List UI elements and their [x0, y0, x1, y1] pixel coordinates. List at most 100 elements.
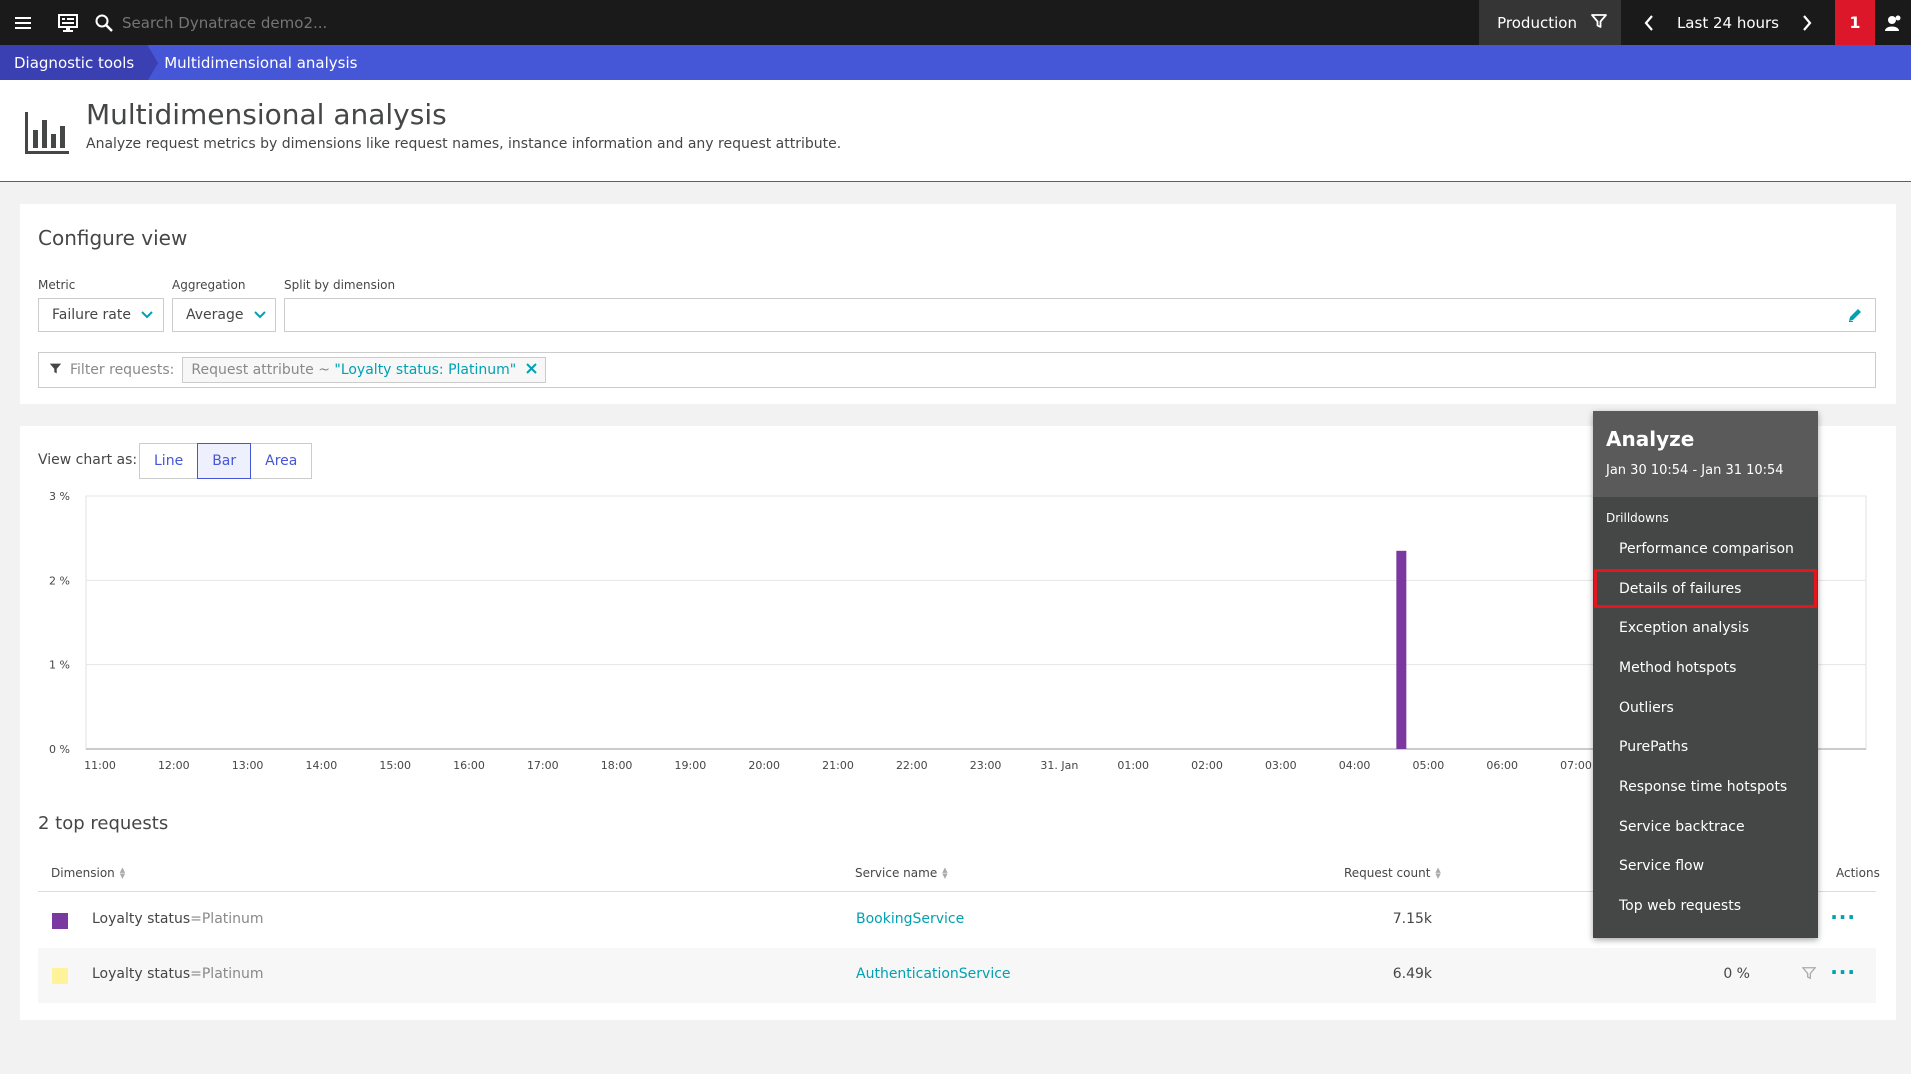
menu-item-performance-comparison[interactable]: Performance comparison: [1619, 540, 1794, 557]
chart-type-area-button[interactable]: Area: [250, 443, 313, 479]
column-header-request-count[interactable]: Request count ▲ ▼: [1344, 866, 1441, 880]
search-input[interactable]: [122, 13, 482, 32]
sort-icon: ▲ ▼: [119, 866, 126, 880]
x-tick-label: 05:00: [1413, 759, 1445, 772]
chart-type-bar-button[interactable]: Bar: [197, 443, 252, 479]
x-tick-label: 20:00: [748, 759, 780, 772]
y-tick-label: 0 %: [49, 743, 70, 756]
column-header-label: Service name: [855, 866, 938, 880]
dimension-key: Loyalty status: [92, 911, 191, 927]
breadcrumb: Diagnostic tools Multidimensional analys…: [0, 45, 1911, 80]
page-subtitle: Analyze request metrics by dimensions li…: [86, 136, 842, 152]
dimension-equals: =: [190, 966, 202, 982]
column-header-dimension[interactable]: Dimension ▲ ▼: [51, 866, 125, 880]
x-tick-label: 04:00: [1339, 759, 1371, 772]
service-link[interactable]: AuthenticationService: [856, 966, 1011, 982]
filter-icon: [1591, 13, 1607, 33]
analyze-menu-header: Analyze Jan 30 10:54 - Jan 31 10:54: [1593, 411, 1818, 497]
analyze-menu-range: Jan 30 10:54 - Jan 31 10:54: [1606, 463, 1784, 478]
search-box: [90, 0, 1479, 45]
x-tick-label: 21:00: [822, 759, 854, 772]
split-dimension-input[interactable]: [284, 298, 1876, 332]
failure-rate-chart[interactable]: 3 % 2 % 1 % 0 % 11:00 12:00 13:00 14:00 15:00 16:…: [20, 484, 1896, 804]
metric-select[interactable]: Failure rate: [38, 298, 164, 332]
aggregation-value: Average: [186, 307, 244, 323]
menu-item-response-time-hotspots[interactable]: Response time hotspots: [1619, 778, 1788, 795]
sort-icon: ▲ ▼: [942, 866, 948, 880]
chart-type-toggle: Line Bar Area: [139, 443, 313, 479]
breadcrumb-separator: [148, 45, 159, 80]
request-count: 7.15k: [1392, 911, 1432, 927]
chart-type-line-button[interactable]: Line: [139, 443, 199, 479]
x-tick-label: 14:00: [306, 759, 338, 772]
drilldowns-section-label: Drilldowns: [1606, 511, 1669, 525]
menu-item-service-flow[interactable]: Service flow: [1619, 858, 1705, 875]
chevron-down-icon: [141, 307, 153, 323]
dashboard-icon[interactable]: [45, 0, 90, 45]
timeframe-label[interactable]: Last 24 hours: [1676, 13, 1779, 32]
problems-badge[interactable]: 1: [1835, 0, 1875, 45]
column-header-label: Dimension: [51, 866, 115, 880]
metric-label: Metric: [38, 278, 76, 292]
pencil-edit-icon[interactable]: [1847, 307, 1863, 327]
filter-chip[interactable]: Request attribute ~ "Loyalty status: Pla…: [182, 357, 547, 383]
breadcrumb-item-diagnostic-tools[interactable]: Diagnostic tools: [0, 45, 149, 80]
series-color-swatch: [52, 968, 68, 984]
more-actions-icon[interactable]: ···: [1830, 905, 1856, 929]
search-icon[interactable]: [90, 0, 118, 45]
x-tick-label: 06:00: [1486, 759, 1518, 772]
failure-rate-value: 0 %: [1723, 966, 1750, 982]
filter-requests-bar[interactable]: Filter requests: Request attribute ~ "Lo…: [38, 352, 1876, 388]
view-chart-as-label: View chart as:: [38, 452, 138, 468]
x-tick-label: 19:00: [675, 759, 707, 772]
x-tick-label: 16:00: [453, 759, 485, 772]
analyze-menu-title: Analyze: [1606, 427, 1695, 451]
analyze-context-menu: Analyze Jan 30 10:54 - Jan 31 10:54 Dril…: [1593, 411, 1818, 938]
dimension-key: Loyalty status: [92, 966, 191, 982]
breadcrumb-item-current: Multidimensional analysis: [164, 53, 358, 72]
x-tick-label: 01:00: [1117, 759, 1149, 772]
user-account-icon[interactable]: [1875, 0, 1911, 45]
x-tick-label: 07:00: [1560, 759, 1592, 772]
menu-item-top-web-requests[interactable]: Top web requests: [1619, 898, 1741, 915]
filter-chip-key: Request attribute ~: [191, 362, 335, 378]
top-requests-title: 2 top requests: [38, 813, 169, 834]
x-tick-label: 31. Jan: [1040, 759, 1078, 772]
service-link[interactable]: BookingService: [856, 911, 965, 927]
page-header: Multidimensional analysis Analyze reques…: [0, 80, 1911, 182]
x-tick-label: 22:00: [896, 759, 928, 772]
menu-item-service-backtrace[interactable]: Service backtrace: [1619, 818, 1745, 835]
menu-item-purepaths[interactable]: PurePaths: [1619, 739, 1689, 756]
menu-item-outliers[interactable]: Outliers: [1619, 699, 1674, 716]
filter-icon[interactable]: [1801, 966, 1817, 984]
timeframe-previous-icon[interactable]: [1629, 0, 1669, 45]
filter-requests-label: Filter requests:: [70, 362, 175, 378]
chart-panel: View chart as: Line Bar Area 3 % 2 % 1 % 0 …: [20, 426, 1896, 1020]
sort-icon: ▲ ▼: [1435, 866, 1441, 880]
close-icon[interactable]: [526, 362, 537, 378]
aggregation-select[interactable]: Average: [172, 298, 276, 332]
menu-item-method-hotspots[interactable]: Method hotspots: [1619, 659, 1737, 676]
table-row: Loyalty status=Platinum BookingService 7…: [38, 893, 1876, 948]
dimension-value: Loyalty status=Platinum: [92, 911, 264, 927]
timeframe-selector: Last 24 hours: [1621, 0, 1835, 45]
configure-view-panel: Configure view Metric Failure rate Aggre…: [20, 204, 1896, 404]
chevron-down-icon: [253, 307, 266, 323]
column-header-service-name[interactable]: Service name ▲ ▼: [855, 866, 948, 880]
x-tick-label: 02:00: [1191, 759, 1223, 772]
x-tick-label: 13:00: [232, 759, 264, 772]
menu-item-exception-analysis[interactable]: Exception analysis: [1619, 620, 1750, 637]
hamburger-menu-icon[interactable]: [0, 0, 45, 45]
y-tick-label: 2 %: [49, 574, 70, 587]
filter-icon: [49, 362, 62, 379]
filter-chip-value: "Loyalty status: Platinum": [334, 362, 517, 378]
management-zone-filter[interactable]: Production: [1479, 0, 1621, 45]
y-tick-label: 1 %: [49, 659, 70, 672]
timeframe-next-icon[interactable]: [1787, 0, 1827, 45]
bar: [1396, 550, 1407, 749]
x-tick-label: 11:00: [84, 759, 116, 772]
management-zone-label: Production: [1497, 13, 1577, 32]
more-actions-icon[interactable]: ···: [1830, 960, 1856, 984]
x-tick-label: 15:00: [379, 759, 411, 772]
menu-item-details-of-failures[interactable]: Details of failures: [1594, 568, 1817, 609]
